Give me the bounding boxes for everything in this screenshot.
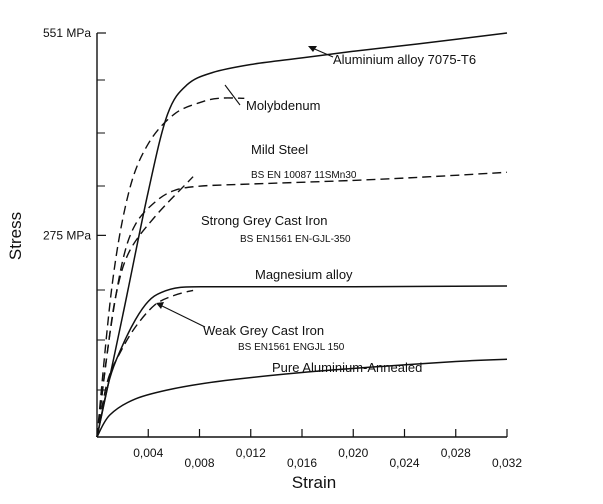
y-tick-label: 275 MPa — [43, 228, 91, 242]
y-ticks: 551 MPa 275 MPa — [43, 26, 106, 242]
series-lines — [96, 32, 508, 438]
label-pure-aluminium-annealed: Pure Aluminium-Annealed — [272, 360, 422, 375]
y-tick-label: 551 MPa — [43, 26, 91, 40]
series-line-strong-grey-cast-iron — [96, 176, 194, 438]
x-tick-label: 0,028 — [441, 446, 471, 460]
x-tick-label: 0,032 — [492, 456, 522, 470]
x-tick-label: 0,024 — [389, 456, 419, 470]
leader-molybdenum — [224, 84, 241, 106]
label-aluminium-alloy-7075: Aluminium alloy 7075-T6 — [333, 52, 476, 67]
y-minor-ticks — [97, 79, 105, 391]
series-line-magnesium-alloy — [96, 285, 508, 438]
label-strong-grey-cast-iron-standard: BS EN1561 EN-GJL-350 — [240, 234, 351, 245]
x-tick-label: 0,012 — [236, 446, 266, 460]
x-tick-label: 0,016 — [287, 456, 317, 470]
x-tick-label: 0,008 — [184, 456, 214, 470]
label-magnesium-alloy: Magnesium alloy — [255, 267, 353, 282]
label-mild-steel: Mild Steel — [251, 142, 308, 157]
label-strong-grey-cast-iron: Strong Grey Cast Iron — [201, 213, 327, 228]
x-tick-label: 0,020 — [338, 446, 368, 460]
leader-arrowheads — [156, 46, 317, 309]
arrowhead-weak-grey-cast-iron — [156, 302, 164, 309]
x-tick-label: 0,004 — [133, 446, 163, 460]
x-ticks: 0,004 0,008 0,012 0,016 0,020 0,024 0,028 0,032 — [133, 429, 522, 470]
series-line-molybdenum — [96, 97, 245, 438]
leader-weak-grey-cast-iron — [157, 303, 206, 328]
label-molybdenum: Molybdenum — [246, 98, 320, 113]
label-weak-grey-cast-iron: Weak Grey Cast Iron — [203, 323, 324, 338]
series-line-aluminium-alloy-7075-t6 — [96, 32, 508, 438]
y-axis-title: Stress — [6, 212, 25, 260]
label-mild-steel-standard: BS EN 10087 11SMn30 — [251, 170, 357, 181]
series-line-pure-aluminium-annealed — [96, 358, 508, 438]
arrowhead-aluminium-alloy — [308, 46, 317, 52]
label-weak-grey-cast-iron-standard: BS EN1561 ENGJL 150 — [238, 342, 345, 353]
x-axis-title: Strain — [292, 473, 336, 492]
series-line-weak-grey-cast-iron — [96, 289, 194, 438]
